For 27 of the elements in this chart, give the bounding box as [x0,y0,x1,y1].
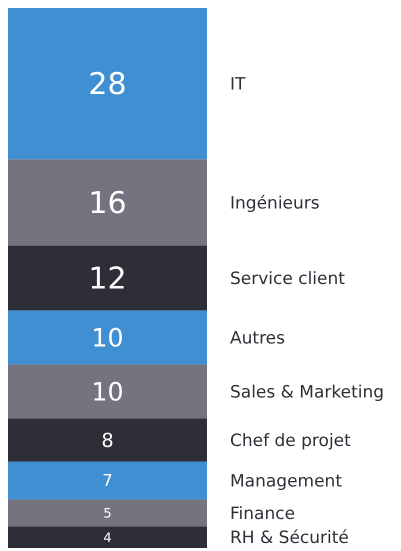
data-label: 10 [91,323,124,352]
data-label: 7 [102,471,113,490]
bar [8,246,207,310]
bar [8,364,207,418]
bar [8,499,207,526]
series-label: Service client [230,268,346,289]
bar [8,8,207,160]
series-label: Management [230,471,342,492]
data-label: 8 [101,428,114,452]
bar [8,310,207,364]
series-label: IT [230,74,246,95]
series-label: Finance [230,504,296,524]
series-label: Ingénieurs [230,193,320,214]
bar [8,462,207,500]
series-label: Chef de projet [230,430,352,451]
data-label: 4 [103,530,112,546]
series-label: Sales & Marketing [230,382,384,402]
series-label: Autres [230,328,286,348]
data-label: 28 [88,67,127,102]
data-label: 10 [91,377,124,406]
data-label: 5 [103,506,112,522]
series-label: RH & Sécurité [230,528,349,548]
bar [8,159,207,246]
data-label: 16 [88,186,127,221]
data-label: 12 [88,262,127,296]
bar [8,418,207,462]
bar [8,526,207,548]
